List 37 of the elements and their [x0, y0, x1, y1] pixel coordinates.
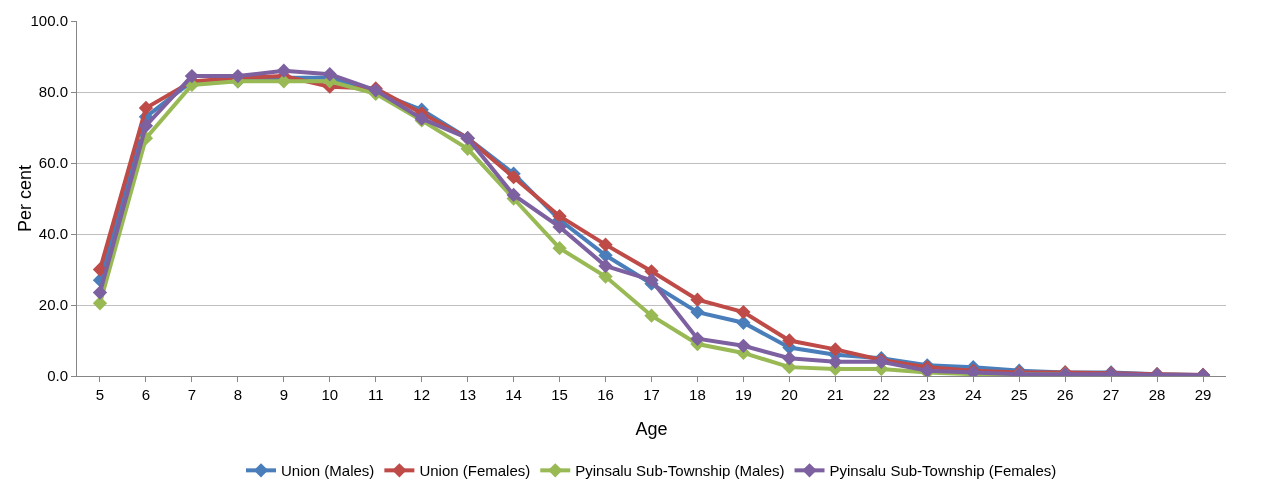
x-tick-label: 26 [1056, 386, 1074, 403]
y-tick-label: 40.0 [38, 225, 68, 243]
x-tick-label: 16 [597, 386, 614, 403]
x-tick-label: 24 [964, 386, 982, 403]
x-tick-label: 8 [233, 386, 243, 403]
y-tick-label: 0.0 [47, 367, 68, 385]
x-tick-label: 6 [141, 386, 151, 403]
x-tick-label: 12 [413, 386, 431, 403]
y-tick-label: 20.0 [38, 296, 68, 314]
y-axis-title: Per cent [15, 164, 35, 233]
x-tick-label: 23 [918, 386, 936, 403]
y-tick-label: 80.0 [38, 83, 68, 101]
x-tick-label: 15 [551, 386, 568, 403]
x-tick-label: 13 [459, 386, 476, 403]
x-tick-label: 7 [187, 386, 197, 403]
x-tick-label: 19 [735, 386, 752, 403]
x-tick-label: 28 [1148, 386, 1166, 403]
x-tick-label: 11 [367, 386, 384, 403]
x-tick-label: 5 [95, 386, 105, 403]
legend-label: Union (Males) [281, 462, 375, 480]
x-tick-label: 10 [321, 386, 339, 403]
x-tick-label: 20 [781, 386, 798, 403]
legend-label: Union (Females) [419, 462, 531, 480]
x-tick-label: 9 [279, 386, 288, 403]
legend-label: Pyinsalu Sub-Township (Females) [829, 462, 1057, 480]
y-tick-label: 100.0 [30, 12, 68, 30]
x-tick-label: 29 [1194, 386, 1212, 403]
x-axis-title: Age [635, 419, 668, 440]
y-tick-label: 60.0 [38, 154, 68, 172]
x-tick-label: 27 [1102, 386, 1120, 403]
x-tick-label: 22 [872, 386, 890, 403]
x-tick-label: 21 [827, 386, 844, 403]
legend-label: Pyinsalu Sub-Township (Males) [575, 462, 785, 480]
x-tick-label: 17 [643, 386, 660, 403]
x-tick-label: 25 [1010, 386, 1028, 403]
x-tick-label: 18 [689, 386, 706, 403]
x-tick-label: 14 [505, 386, 522, 403]
